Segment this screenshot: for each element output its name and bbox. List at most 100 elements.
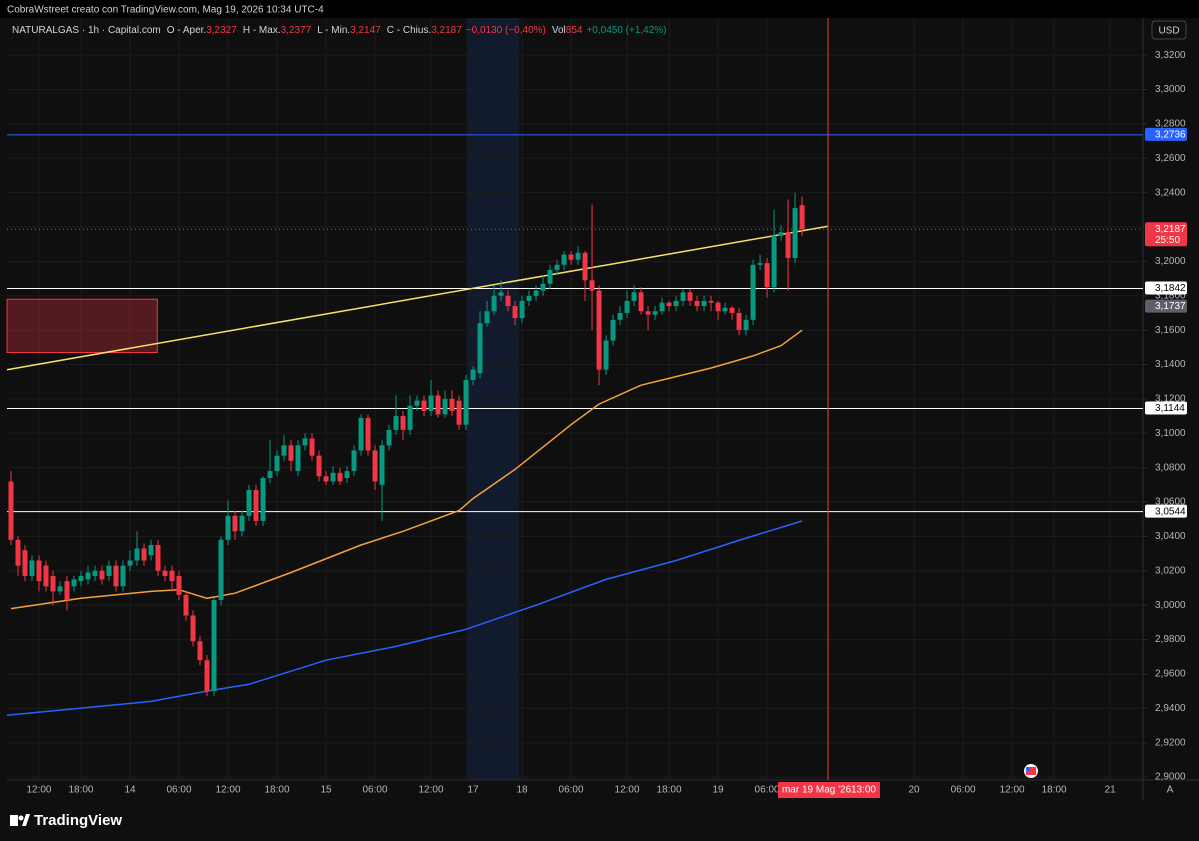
y-tick-label: 3,0200 — [1155, 565, 1186, 576]
price-label: 3,0544 — [1155, 506, 1186, 517]
x-tick-label: 06:00 — [166, 785, 191, 796]
candle-body — [64, 581, 70, 601]
candle-body — [799, 205, 805, 230]
candle-body — [778, 232, 784, 236]
candle-body — [736, 312, 742, 331]
candle-body — [708, 300, 714, 303]
logo-bar — [10, 815, 18, 826]
candle-body — [120, 565, 126, 587]
candle-body — [722, 307, 728, 312]
candle-body — [15, 539, 21, 566]
candle-body — [323, 476, 329, 482]
candle-body — [743, 319, 749, 331]
currency[interactable]: USD — [1158, 26, 1179, 37]
y-tick-label: 3,3000 — [1155, 84, 1186, 95]
candle-body — [267, 471, 273, 478]
x-tick-label: 18:00 — [265, 785, 290, 796]
indicator-line — [6, 520, 803, 716]
candle-body — [484, 311, 490, 324]
flag-canton[interactable] — [1026, 767, 1030, 771]
y-tick-label: 3,1600 — [1155, 325, 1186, 336]
candle-body — [295, 445, 301, 472]
candle-body — [92, 570, 98, 576]
legend-item: NATURALGAS · 1h · Capital.com — [12, 25, 161, 36]
candle-body — [218, 539, 224, 601]
y-tick-label: 3,2800 — [1155, 119, 1186, 130]
y-tick-label: 3,2600 — [1155, 153, 1186, 164]
legend-item: 3,2327 — [206, 25, 237, 36]
candle-body — [596, 290, 602, 370]
y-tick-label: 3,0800 — [1155, 462, 1186, 473]
legend-item: H - Max. — [243, 25, 281, 36]
candle-body — [99, 570, 105, 580]
candle-body — [491, 295, 497, 312]
candle-body — [253, 490, 259, 521]
x-tick-label: 18:00 — [1042, 785, 1067, 796]
candle-body — [50, 575, 56, 592]
price-label: 3,2187 — [1155, 224, 1186, 235]
candle-body — [603, 340, 609, 370]
candle-body — [428, 395, 434, 411]
price-label-box — [1145, 127, 1187, 141]
candle-body — [330, 472, 336, 482]
candle-body — [211, 600, 217, 692]
x-tick-label: 12:00 — [215, 785, 240, 796]
candle-body — [554, 264, 560, 270]
candle-body — [365, 417, 371, 451]
y-tick-label: 2,9800 — [1155, 634, 1186, 645]
candle-body — [281, 445, 287, 456]
candle-body — [792, 208, 798, 258]
event-flag[interactable] — [1024, 764, 1038, 778]
logo-slash — [22, 814, 30, 826]
candle-body — [533, 290, 539, 296]
flag[interactable] — [1026, 767, 1036, 775]
candle-body — [659, 302, 665, 312]
logo-dot — [18, 815, 24, 821]
candle-body — [141, 548, 147, 561]
legend-item: 854 — [566, 25, 583, 36]
candle-body — [680, 292, 686, 301]
candle-body — [183, 594, 189, 616]
x-tick-label: 12:00 — [1000, 785, 1025, 796]
price-label-box — [1145, 504, 1187, 518]
candle-body — [43, 565, 49, 587]
candle-body — [631, 292, 637, 301]
legend-item: 3,2147 — [350, 25, 381, 36]
scale-mode[interactable]: A — [1167, 785, 1174, 796]
candle-body — [498, 292, 504, 296]
x-tick-label: 14 — [124, 785, 136, 796]
legend: NATURALGAS · 1h · Capital.com O - Aper.3,… — [12, 25, 667, 36]
candle-body — [274, 455, 280, 472]
candle-body — [617, 312, 623, 320]
candle-body — [449, 398, 455, 411]
currency-box[interactable] — [1151, 20, 1187, 40]
candle-body — [71, 579, 77, 587]
candle-body — [393, 416, 399, 430]
indicator-line — [6, 225, 829, 371]
candle-body — [190, 615, 196, 642]
y-tick-label: 3,0600 — [1155, 497, 1186, 508]
x-tick-label: 18:00 — [68, 785, 93, 796]
candle-body — [246, 490, 252, 516]
candle-body — [547, 269, 553, 284]
y-tick-label: 3,0000 — [1155, 600, 1186, 611]
brand: TradingView — [34, 812, 122, 829]
candle-body — [435, 395, 441, 415]
candle-body — [505, 295, 511, 307]
candle-body — [575, 252, 581, 260]
candle-body — [288, 445, 294, 461]
plot-layer — [7, 18, 1143, 780]
price-label-box — [1145, 299, 1187, 313]
candle-body — [673, 300, 679, 307]
x-tick-label: 18 — [516, 785, 528, 796]
candle-body — [372, 450, 378, 482]
y-tick-label: 3,1400 — [1155, 359, 1186, 370]
candle-body — [148, 545, 154, 556]
price-label: 3,2736 — [1155, 130, 1186, 141]
y-tick-label: 3,1200 — [1155, 394, 1186, 405]
price-label: 3,1737 — [1155, 301, 1186, 312]
crosshair-date: mar 19 Mag '26 — [782, 785, 852, 796]
candle-body — [400, 416, 406, 430]
price-label: 3,1842 — [1155, 283, 1186, 294]
x-tick-label: 21 — [1105, 785, 1117, 796]
